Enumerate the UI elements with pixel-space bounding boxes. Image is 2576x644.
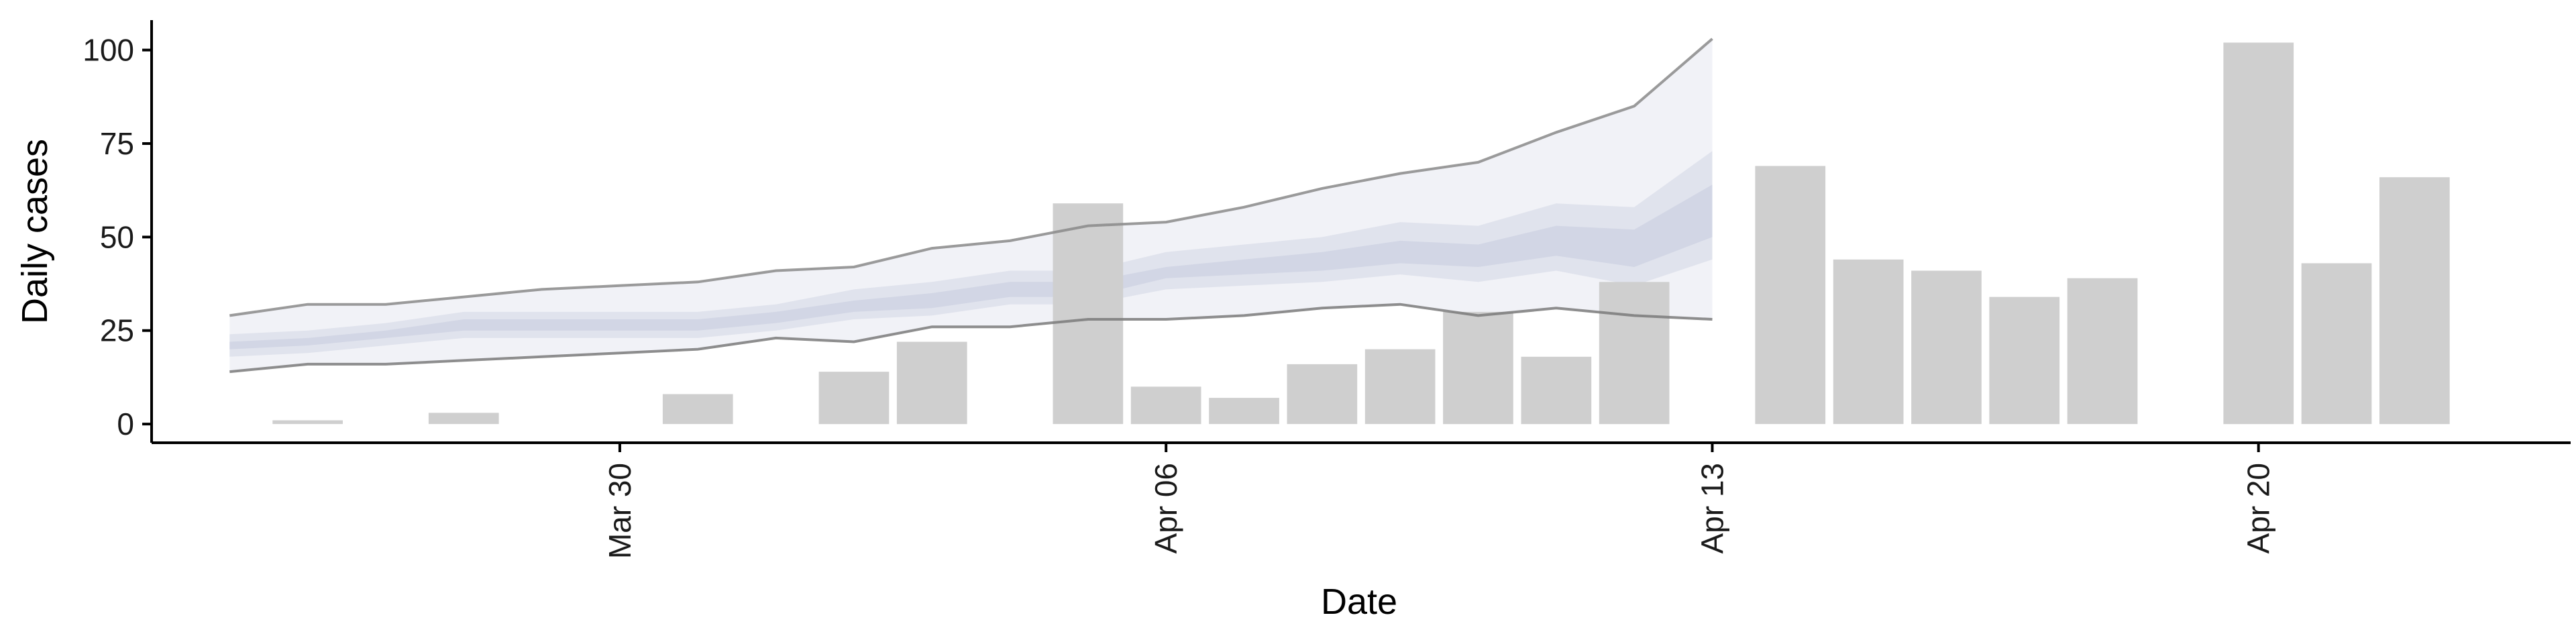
case-bar (272, 420, 343, 425)
axes: 0 25 50 75 100 Mar 30 Apr 06 Apr 13 Apr 20 (83, 20, 2571, 559)
case-bar (1130, 386, 1201, 425)
case-bar (1755, 166, 1826, 425)
upper-bound-line (229, 38, 1713, 317)
case-bar (2223, 42, 2294, 425)
case-bar (2379, 177, 2450, 425)
x-tick-label: Apr 13 (1695, 463, 1729, 554)
y-tick-label: 0 (117, 407, 134, 441)
case-bar (1989, 297, 2060, 425)
case-bar (896, 341, 967, 425)
case-bar (2301, 263, 2372, 425)
case-bar (1599, 282, 1670, 425)
x-tick-label: Apr 06 (1148, 463, 1183, 554)
lower-bound-line (229, 303, 1713, 374)
estimate-bound-lines (229, 38, 1713, 374)
case-bar (1911, 270, 1982, 425)
case-bar (1287, 364, 1358, 425)
daily-case-bars (272, 42, 2450, 425)
x-axis-title: Date (1321, 582, 1397, 622)
y-axis-title: Daily cases (15, 139, 55, 324)
case-bar (2067, 278, 2138, 425)
case-bar (1521, 356, 1592, 425)
case-bar (818, 372, 890, 425)
case-bar (1209, 398, 1279, 425)
case-bar (1833, 259, 1904, 425)
y-tick-label: 100 (83, 33, 134, 68)
case-bar (1364, 349, 1436, 425)
x-tick-label: Mar 30 (602, 463, 637, 559)
y-tick-label: 25 (100, 313, 134, 348)
x-tick-label: Apr 20 (2241, 463, 2276, 554)
y-tick-label: 75 (100, 126, 134, 161)
case-bar (1443, 311, 1513, 425)
case-bar (1053, 203, 1124, 425)
inner-interval-band (229, 184, 1713, 350)
case-bar (428, 413, 499, 425)
y-tick-label: 50 (100, 219, 134, 254)
case-bar (662, 394, 733, 425)
outer-interval-band (229, 38, 1713, 372)
estimate-bands (229, 38, 1713, 372)
